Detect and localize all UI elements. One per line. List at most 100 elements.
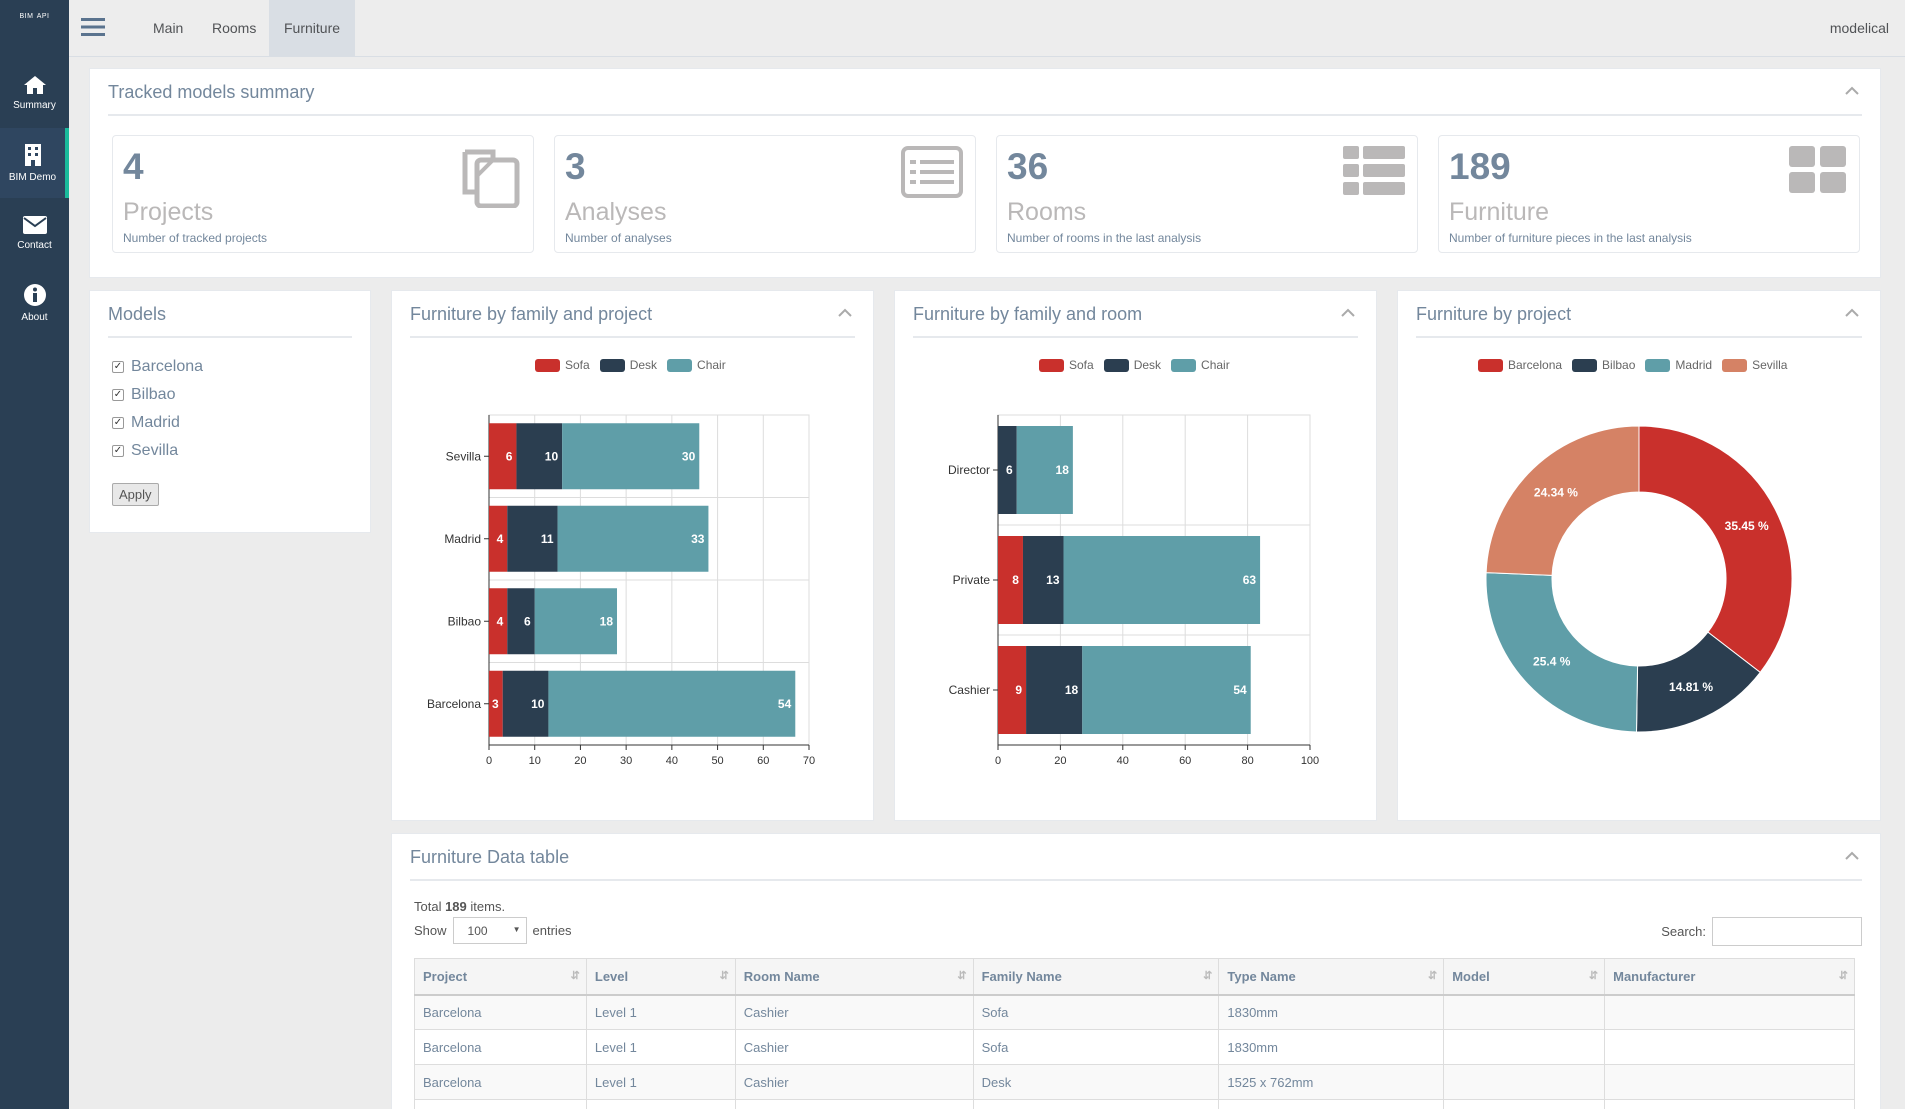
search-input[interactable]	[1712, 917, 1862, 946]
entries-select[interactable]: 100 ▼	[452, 917, 527, 944]
legend-item[interactable]: Sofa	[535, 358, 590, 372]
x-tick-label: 40	[1117, 755, 1129, 767]
x-tick-label: 20	[574, 755, 586, 767]
bar-value-label: 18	[1065, 683, 1079, 697]
bar-sofa	[489, 670, 503, 737]
chart-legend: Sofa Desk Chair	[1039, 358, 1240, 372]
column-header-family-name[interactable]: Family Name ⇵	[972, 958, 1220, 996]
model-option-sevilla[interactable]: ✓ Sevilla	[112, 442, 179, 459]
legend-swatch	[667, 358, 693, 372]
copy-icon	[462, 149, 520, 208]
sort-icon: ⇵	[1428, 970, 1438, 982]
table-row[interactable]: Barcelona Level 1 Cashier Sofa 1830mm	[414, 1029, 1855, 1065]
legend-swatch	[1039, 358, 1064, 372]
sidebar-item-about[interactable]: About	[0, 268, 69, 338]
tab-furniture[interactable]: Furniture	[269, 0, 356, 57]
table-row[interactable]: Barcelona Level 1 Cashier Sofa 1830mm	[414, 994, 1855, 1030]
bar-chair	[562, 423, 700, 490]
sort-icon: ⇵	[1588, 970, 1599, 982]
legend-swatch	[1572, 358, 1598, 372]
caret-down-icon: ▼	[512, 925, 521, 934]
bar-value-label: 11	[541, 532, 554, 546]
bar-desk	[502, 670, 549, 737]
stat-tile-rooms: 36 Rooms Number of rooms in the last ana…	[996, 135, 1418, 253]
legend-item[interactable]: Desk	[599, 358, 657, 372]
user-menu[interactable]: modelical	[1829, 20, 1889, 36]
x-tick-label: 40	[666, 755, 678, 767]
chevron-up-icon[interactable]	[1341, 308, 1355, 318]
stat-description: Number of tracked projects	[123, 231, 268, 245]
legend-swatch	[535, 358, 560, 372]
y-tick-label: Cashier	[949, 683, 990, 697]
bar-value-label: 54	[1233, 683, 1247, 697]
bar-chair	[1016, 426, 1073, 514]
slice-value-label: 35.45 %	[1725, 519, 1769, 533]
sidebar-item-bim-demo[interactable]: BIM Demo	[0, 128, 69, 198]
panel-header: Furniture by project	[1416, 291, 1862, 338]
model-option-madrid[interactable]: ✓ Madrid	[112, 414, 180, 431]
donut-slice-barcelona	[1638, 425, 1793, 674]
building-icon	[24, 144, 41, 166]
sort-icon: ⇵	[719, 970, 729, 982]
apply-button[interactable]: Apply	[112, 483, 159, 506]
bar-value-label: 10	[531, 697, 545, 711]
chevron-up-icon[interactable]	[838, 308, 852, 318]
column-header-room-name[interactable]: Room Name ⇵	[734, 958, 974, 996]
envelope-icon	[22, 216, 47, 234]
hamburger-icon[interactable]	[81, 17, 105, 37]
x-tick-label: 20	[1054, 755, 1066, 767]
bar-chart-family-room: 0 20 40 60 80 100 Director 6 18 Private 8 13 63 Cashi…	[948, 414, 1319, 767]
y-tick-label: Barcelona	[427, 697, 481, 711]
summary-panel: Tracked models summary 4 Projects Number…	[89, 68, 1881, 278]
legend-item[interactable]: Desk	[1103, 358, 1161, 372]
table-row[interactable]: Barcelona Level 1 Cashier Desk 1525 x 762mm	[414, 1064, 1855, 1100]
chevron-up-icon[interactable]	[1845, 86, 1859, 96]
panel-title: Furniture by family and room	[913, 304, 1143, 324]
model-option-bilbao[interactable]: ✓ Bilbao	[112, 386, 176, 403]
legend-item[interactable]: Madrid	[1645, 358, 1712, 372]
legend-item[interactable]: Sofa	[1039, 358, 1094, 372]
y-tick-label: Director	[948, 463, 990, 477]
stat-label: Analyses	[565, 198, 667, 226]
entries-control: Show 100 ▼ entries	[414, 917, 572, 944]
bar-value-label: 54	[778, 697, 792, 711]
model-option-barcelona[interactable]: ✓ Barcelona	[112, 358, 204, 375]
table-row[interactable]	[414, 1099, 1855, 1109]
bar-chair	[1063, 536, 1261, 624]
bar-value-label: 63	[1243, 573, 1257, 587]
stat-label: Projects	[123, 198, 214, 226]
column-header-type-name[interactable]: Type Name ⇵	[1218, 958, 1445, 996]
column-header-project[interactable]: Project ⇵	[414, 958, 587, 996]
legend-item[interactable]: Barcelona	[1478, 358, 1562, 372]
stat-value: 36	[1007, 146, 1049, 187]
checkbox-checked[interactable]: ✓	[112, 417, 124, 429]
legend-item[interactable]: Chair	[667, 358, 726, 372]
bar-value-label: 6	[506, 449, 513, 463]
legend-item[interactable]: Sevilla	[1722, 358, 1787, 372]
legend-item[interactable]: Bilbao	[1572, 358, 1635, 372]
brand-logo[interactable]: BIM API	[19, 13, 50, 20]
stat-value: 3	[565, 146, 586, 187]
column-header-manufacturer[interactable]: Manufacturer ⇵	[1604, 958, 1855, 996]
sidebar-item-contact[interactable]: Contact	[0, 198, 69, 268]
chevron-up-icon[interactable]	[1845, 308, 1859, 318]
column-header-level[interactable]: Level ⇵	[585, 958, 736, 996]
x-tick-label: 80	[1241, 755, 1253, 767]
furniture-table: Project ⇵ Level ⇵ Room Name ⇵ Family Name ⇵ …	[414, 958, 1855, 1109]
legend-item[interactable]: Chair	[1171, 358, 1230, 372]
stat-value: 189	[1449, 146, 1511, 187]
checkbox-checked[interactable]: ✓	[112, 389, 124, 401]
slice-value-label: 14.81 %	[1669, 680, 1713, 694]
bar-value-label: 6	[1006, 463, 1013, 477]
tab-rooms[interactable]: Rooms	[212, 20, 257, 36]
tab-main[interactable]: Main	[153, 20, 184, 36]
bar-chair	[534, 588, 617, 655]
x-tick-label: 50	[711, 755, 723, 767]
bar-chair	[548, 670, 796, 737]
sidebar-item-summary[interactable]: Summary	[0, 58, 69, 128]
bar-value-label: 30	[682, 449, 696, 463]
checkbox-checked[interactable]: ✓	[112, 361, 124, 373]
checkbox-checked[interactable]: ✓	[112, 445, 124, 457]
chevron-up-icon[interactable]	[1845, 851, 1859, 861]
column-header-model[interactable]: Model ⇵	[1443, 958, 1606, 996]
